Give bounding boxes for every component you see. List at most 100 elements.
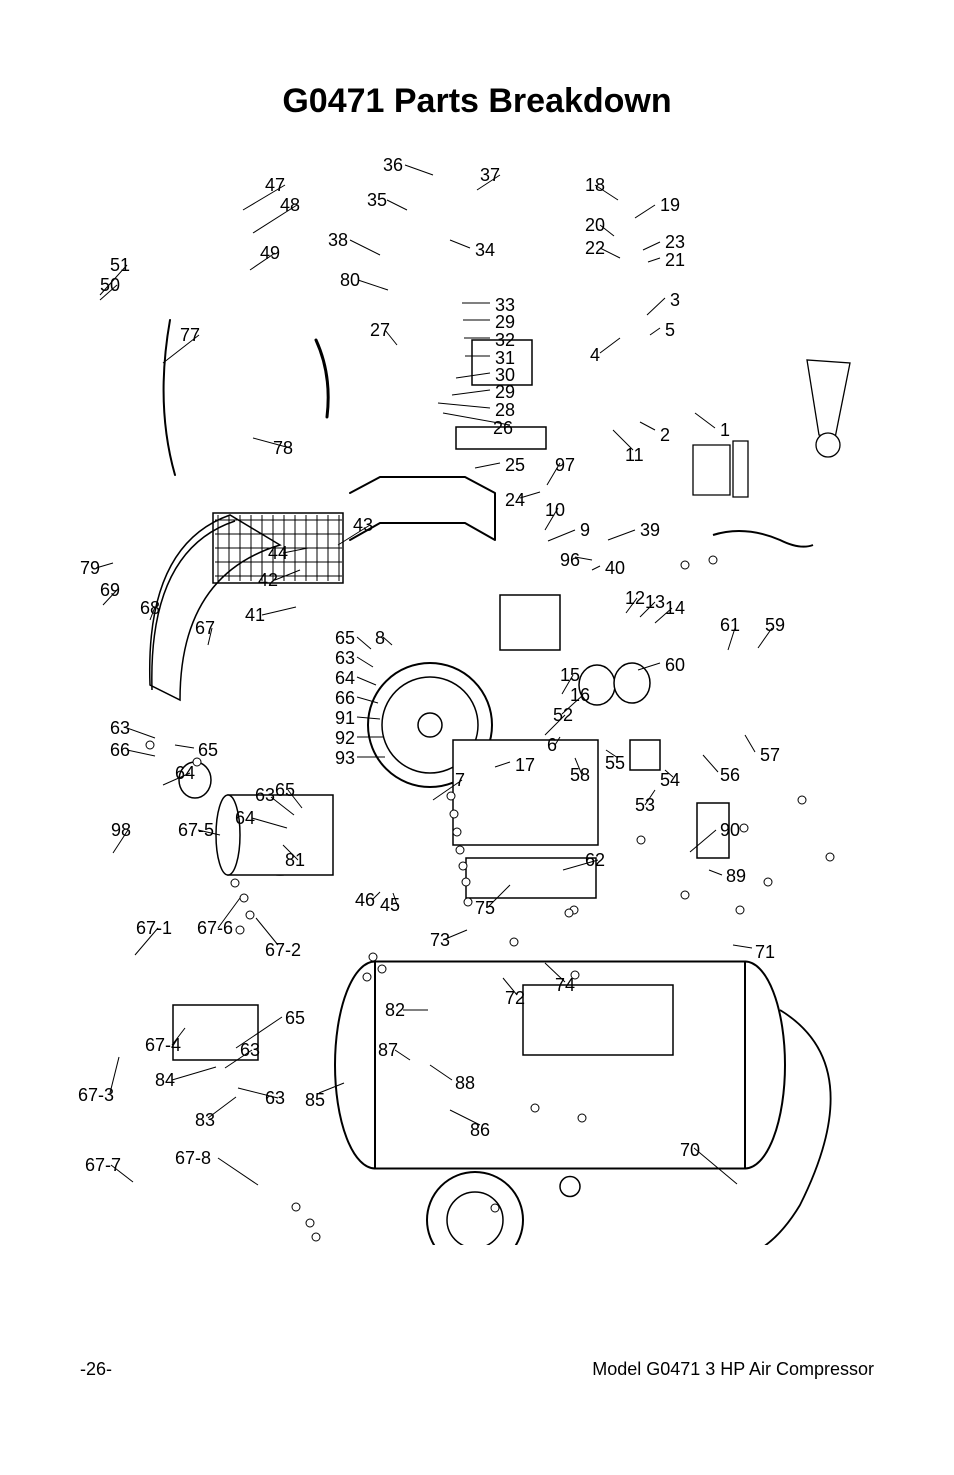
callout-87: 87	[378, 1040, 398, 1061]
callout-63: 63	[335, 648, 355, 669]
callout-52: 52	[553, 705, 573, 726]
callout-67-6: 67-6	[197, 918, 233, 939]
callout-62: 62	[585, 850, 605, 871]
callout-18: 18	[585, 175, 605, 196]
callout-16: 16	[570, 685, 590, 706]
callout-75: 75	[475, 898, 495, 919]
callout-73: 73	[430, 930, 450, 951]
callout-79: 79	[80, 558, 100, 579]
callout-85: 85	[305, 1090, 325, 1111]
callout-67-7: 67-7	[85, 1155, 121, 1176]
callout-15: 15	[560, 665, 580, 686]
callout-63: 63	[240, 1040, 260, 1061]
callout-63: 63	[255, 785, 275, 806]
callout-97: 97	[555, 455, 575, 476]
callout-8: 8	[375, 628, 385, 649]
callout-67: 67	[195, 618, 215, 639]
callout-17: 17	[515, 755, 535, 776]
callout-64: 64	[235, 808, 255, 829]
callout-49: 49	[260, 243, 280, 264]
callout-70: 70	[680, 1140, 700, 1161]
page-title: G0471 Parts Breakdown	[0, 82, 954, 121]
callout-80: 80	[340, 270, 360, 291]
callout-35: 35	[367, 190, 387, 211]
callout-71: 71	[755, 942, 775, 963]
exploded-diagram: 3637474835181920382349342221518050333293…	[80, 145, 880, 1245]
callout-11: 11	[625, 445, 644, 466]
callout-65: 65	[335, 628, 355, 649]
callout-65: 65	[275, 780, 295, 801]
callout-65: 65	[198, 740, 218, 761]
callout-67-4: 67-4	[145, 1035, 181, 1056]
callout-91: 91	[335, 708, 355, 729]
callout-67-5: 67-5	[178, 820, 214, 841]
callout-72: 72	[505, 988, 525, 1009]
callout-19: 19	[660, 195, 680, 216]
callout-58: 58	[570, 765, 590, 786]
callout-67-2: 67-2	[265, 940, 301, 961]
callout-3: 3	[670, 290, 680, 311]
callout-9: 9	[580, 520, 590, 541]
callout-10: 10	[545, 500, 565, 521]
callout-45: 45	[380, 895, 400, 916]
model-label: Model G0471 3 HP Air Compressor	[592, 1359, 874, 1380]
callout-40: 40	[605, 558, 625, 579]
callout-39: 39	[640, 520, 660, 541]
callout-22: 22	[585, 238, 605, 259]
callout-61: 61	[720, 615, 740, 636]
callout-64: 64	[335, 668, 355, 689]
callout-92: 92	[335, 728, 355, 749]
callout-67-8: 67-8	[175, 1148, 211, 1169]
callout-42: 42	[258, 570, 278, 591]
callout-65: 65	[285, 1008, 305, 1029]
callout-88: 88	[455, 1073, 475, 1094]
callout-63: 63	[110, 718, 130, 739]
callout-36: 36	[383, 155, 403, 176]
callout-67-1: 67-1	[136, 918, 172, 939]
callout-2: 2	[660, 425, 670, 446]
callout-26: 26	[493, 418, 513, 439]
callout-77: 77	[180, 325, 200, 346]
callout-55: 55	[605, 753, 625, 774]
callout-78: 78	[273, 438, 293, 459]
callout-74: 74	[555, 975, 575, 996]
callout-89: 89	[726, 866, 746, 887]
callout-27: 27	[370, 320, 390, 341]
callout-43: 43	[353, 515, 373, 536]
callout-47: 47	[265, 175, 285, 196]
callout-66: 66	[110, 740, 130, 761]
callout-84: 84	[155, 1070, 175, 1091]
callout-64: 64	[175, 763, 195, 784]
callout-90: 90	[720, 820, 740, 841]
callout-50: 50	[100, 275, 120, 296]
callout-93: 93	[335, 748, 355, 769]
callout-38: 38	[328, 230, 348, 251]
callout-46: 46	[355, 890, 375, 911]
callout-57: 57	[760, 745, 780, 766]
callout-98: 98	[111, 820, 131, 841]
callout-53: 53	[635, 795, 655, 816]
callout-51: 51	[110, 255, 130, 276]
callout-59: 59	[765, 615, 785, 636]
callout-68: 68	[140, 598, 160, 619]
callout-60: 60	[665, 655, 685, 676]
callout-12: 12	[625, 588, 645, 609]
callout-37: 37	[480, 165, 500, 186]
callout-81: 81	[285, 850, 305, 871]
callout-6: 6	[547, 735, 557, 756]
callout-86: 86	[470, 1120, 490, 1141]
callout-14: 14	[665, 598, 685, 619]
callout-48: 48	[280, 195, 300, 216]
callout-66: 66	[335, 688, 355, 709]
callout-25: 25	[505, 455, 525, 476]
callout-34: 34	[475, 240, 495, 261]
callout-5: 5	[665, 320, 675, 341]
callout-24: 24	[505, 490, 525, 511]
callout-44: 44	[268, 543, 288, 564]
callout-54: 54	[660, 770, 680, 791]
callout-21: 21	[665, 250, 685, 271]
callout-83: 83	[195, 1110, 215, 1131]
callout-63: 63	[265, 1088, 285, 1109]
callout-7: 7	[455, 770, 465, 791]
callout-96: 96	[560, 550, 580, 571]
